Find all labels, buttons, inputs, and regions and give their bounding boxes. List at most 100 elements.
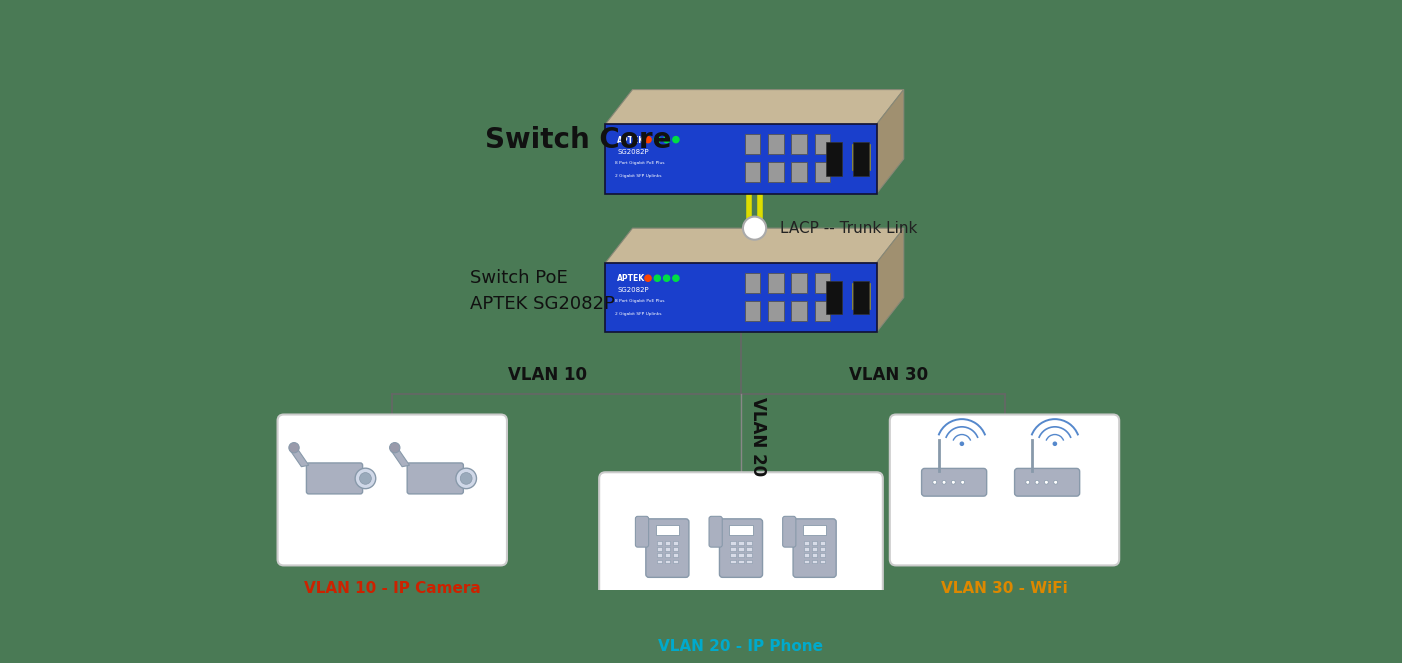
Polygon shape bbox=[290, 449, 308, 467]
Circle shape bbox=[355, 468, 376, 489]
Circle shape bbox=[645, 137, 651, 143]
Circle shape bbox=[645, 275, 651, 281]
Circle shape bbox=[663, 275, 670, 281]
Text: VLAN 20: VLAN 20 bbox=[749, 396, 767, 475]
FancyBboxPatch shape bbox=[803, 525, 827, 535]
Text: 2 Gigabit SFP Uplinks: 2 Gigabit SFP Uplinks bbox=[614, 174, 662, 178]
Text: Switch Core: Switch Core bbox=[485, 125, 672, 154]
FancyBboxPatch shape bbox=[791, 162, 808, 182]
Text: 2 Gigabit SFP Uplinks: 2 Gigabit SFP Uplinks bbox=[614, 312, 662, 316]
FancyBboxPatch shape bbox=[673, 554, 679, 558]
Text: SG2082P: SG2082P bbox=[617, 288, 649, 294]
FancyBboxPatch shape bbox=[768, 162, 784, 182]
FancyBboxPatch shape bbox=[820, 560, 826, 564]
FancyBboxPatch shape bbox=[791, 300, 808, 321]
FancyBboxPatch shape bbox=[673, 547, 679, 551]
FancyBboxPatch shape bbox=[744, 300, 760, 321]
FancyBboxPatch shape bbox=[805, 560, 809, 564]
Circle shape bbox=[1026, 481, 1029, 484]
FancyBboxPatch shape bbox=[815, 134, 830, 154]
FancyBboxPatch shape bbox=[768, 134, 784, 154]
FancyBboxPatch shape bbox=[768, 300, 784, 321]
FancyBboxPatch shape bbox=[665, 541, 670, 545]
FancyBboxPatch shape bbox=[794, 519, 836, 577]
Circle shape bbox=[1044, 481, 1049, 484]
Text: APTEK: APTEK bbox=[617, 274, 645, 283]
Circle shape bbox=[289, 443, 299, 453]
FancyBboxPatch shape bbox=[746, 554, 751, 558]
FancyBboxPatch shape bbox=[826, 142, 841, 176]
FancyBboxPatch shape bbox=[730, 560, 736, 564]
FancyBboxPatch shape bbox=[719, 519, 763, 577]
Circle shape bbox=[673, 137, 679, 143]
FancyBboxPatch shape bbox=[606, 124, 876, 194]
FancyBboxPatch shape bbox=[791, 134, 808, 154]
FancyBboxPatch shape bbox=[656, 560, 662, 564]
FancyBboxPatch shape bbox=[656, 554, 662, 558]
Circle shape bbox=[960, 481, 965, 484]
Text: VLAN 20 - IP Phone: VLAN 20 - IP Phone bbox=[659, 638, 823, 654]
Circle shape bbox=[655, 275, 660, 281]
FancyBboxPatch shape bbox=[791, 273, 808, 293]
Polygon shape bbox=[876, 228, 904, 332]
FancyBboxPatch shape bbox=[815, 300, 830, 321]
Text: VLAN 10 - IP Camera: VLAN 10 - IP Camera bbox=[304, 581, 481, 596]
FancyBboxPatch shape bbox=[805, 541, 809, 545]
FancyBboxPatch shape bbox=[635, 516, 649, 547]
FancyBboxPatch shape bbox=[730, 554, 736, 558]
FancyBboxPatch shape bbox=[673, 541, 679, 545]
Text: APTEK SG2082P: APTEK SG2082P bbox=[470, 294, 614, 313]
Text: Switch PoE: Switch PoE bbox=[470, 269, 568, 287]
Circle shape bbox=[663, 137, 670, 143]
FancyBboxPatch shape bbox=[812, 541, 817, 545]
Polygon shape bbox=[606, 228, 904, 263]
FancyBboxPatch shape bbox=[812, 560, 817, 564]
FancyBboxPatch shape bbox=[307, 463, 363, 494]
FancyBboxPatch shape bbox=[665, 547, 670, 551]
Text: 8 Port Gigabit PoE Plus: 8 Port Gigabit PoE Plus bbox=[614, 299, 665, 303]
FancyBboxPatch shape bbox=[730, 547, 736, 551]
FancyBboxPatch shape bbox=[854, 142, 869, 176]
FancyBboxPatch shape bbox=[729, 525, 753, 535]
FancyBboxPatch shape bbox=[815, 273, 830, 293]
FancyBboxPatch shape bbox=[782, 516, 796, 547]
Text: APTEK: APTEK bbox=[617, 136, 645, 145]
FancyBboxPatch shape bbox=[278, 414, 508, 566]
FancyBboxPatch shape bbox=[746, 560, 751, 564]
Circle shape bbox=[456, 468, 477, 489]
Circle shape bbox=[959, 442, 965, 446]
Polygon shape bbox=[606, 90, 904, 124]
Text: VLAN 30: VLAN 30 bbox=[848, 367, 928, 385]
FancyBboxPatch shape bbox=[673, 560, 679, 564]
Circle shape bbox=[673, 275, 679, 281]
Text: 8 Port Gigabit PoE Plus: 8 Port Gigabit PoE Plus bbox=[614, 160, 665, 164]
Circle shape bbox=[1053, 442, 1057, 446]
FancyBboxPatch shape bbox=[739, 541, 743, 545]
FancyBboxPatch shape bbox=[854, 280, 869, 314]
FancyBboxPatch shape bbox=[820, 541, 826, 545]
FancyBboxPatch shape bbox=[744, 273, 760, 293]
FancyBboxPatch shape bbox=[656, 541, 662, 545]
FancyBboxPatch shape bbox=[768, 273, 784, 293]
FancyBboxPatch shape bbox=[812, 547, 817, 551]
FancyBboxPatch shape bbox=[805, 547, 809, 551]
FancyBboxPatch shape bbox=[656, 547, 662, 551]
FancyBboxPatch shape bbox=[812, 554, 817, 558]
Polygon shape bbox=[391, 449, 409, 467]
FancyBboxPatch shape bbox=[852, 283, 871, 309]
Circle shape bbox=[1035, 481, 1039, 484]
FancyBboxPatch shape bbox=[739, 547, 743, 551]
Text: LACP -- Trunk Link: LACP -- Trunk Link bbox=[780, 221, 917, 235]
Circle shape bbox=[932, 481, 937, 484]
Polygon shape bbox=[876, 90, 904, 194]
Circle shape bbox=[655, 137, 660, 143]
Text: SG2082P: SG2082P bbox=[617, 149, 649, 155]
FancyBboxPatch shape bbox=[815, 162, 830, 182]
Circle shape bbox=[743, 217, 765, 240]
Circle shape bbox=[942, 481, 946, 484]
FancyBboxPatch shape bbox=[746, 541, 751, 545]
FancyBboxPatch shape bbox=[826, 280, 841, 314]
FancyBboxPatch shape bbox=[739, 560, 743, 564]
FancyBboxPatch shape bbox=[890, 414, 1119, 566]
FancyBboxPatch shape bbox=[820, 547, 826, 551]
